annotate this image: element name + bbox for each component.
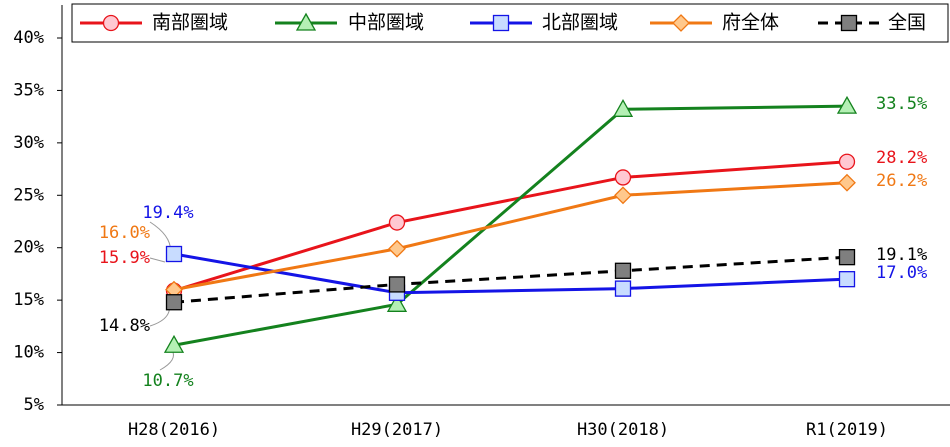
y-tick-label: 35% (13, 80, 44, 100)
data-label: 28.2% (876, 148, 927, 168)
series-line (173, 160, 848, 293)
x-tick-label: R1(2019) (806, 420, 888, 440)
legend-marker (840, 14, 858, 32)
point (612, 98, 634, 117)
point (838, 271, 856, 288)
legend-label: 北部圏域 (542, 12, 618, 34)
point (388, 276, 406, 293)
y-tick-label: 25% (13, 185, 44, 205)
series-line (173, 252, 848, 295)
point (614, 262, 632, 279)
data-label: 15.9% (99, 248, 150, 268)
legend-marker (492, 14, 510, 32)
data-label: 16.0% (99, 223, 150, 243)
point (614, 280, 632, 297)
data-label: 19.4% (142, 203, 193, 223)
point (388, 214, 406, 231)
data-label: 19.1% (876, 245, 927, 265)
x-tick-label: H28(2016) (128, 420, 220, 440)
y-tick-label: 10% (13, 343, 44, 363)
point (838, 249, 856, 266)
series-line (173, 104, 848, 347)
legend-label: 府全体 (722, 12, 779, 34)
y-tick-label: 20% (13, 238, 44, 258)
data-label: 17.0% (876, 263, 927, 283)
series-line (173, 255, 848, 304)
point (836, 95, 858, 114)
y-tick-label: 30% (13, 133, 44, 153)
point (614, 186, 632, 205)
data-label: 33.5% (876, 94, 927, 114)
point (838, 173, 856, 192)
data-label: 10.7% (142, 371, 193, 391)
y-tick-label: 5% (24, 395, 44, 415)
legend-marker (102, 14, 120, 32)
point (614, 169, 632, 186)
point (163, 334, 185, 353)
leader-lines (149, 221, 174, 371)
point (838, 153, 856, 170)
y-tick-label: 40% (13, 28, 44, 48)
legend-marker (295, 12, 317, 31)
legend-label: 全国 (888, 12, 926, 34)
x-tick-label: H30(2018) (577, 420, 669, 440)
point (165, 245, 183, 263)
legend-label: 南部圏域 (152, 12, 228, 34)
point (386, 294, 408, 312)
legend-marker (672, 14, 690, 32)
point (165, 294, 183, 311)
y-tick-label: 15% (13, 290, 44, 310)
data-label: 14.8% (99, 316, 150, 336)
series-line (173, 181, 848, 292)
x-tick-label: H29(2017) (351, 420, 443, 440)
point (388, 239, 406, 258)
legend-label: 中部圏域 (348, 12, 424, 34)
data-label: 26.2% (876, 171, 927, 191)
